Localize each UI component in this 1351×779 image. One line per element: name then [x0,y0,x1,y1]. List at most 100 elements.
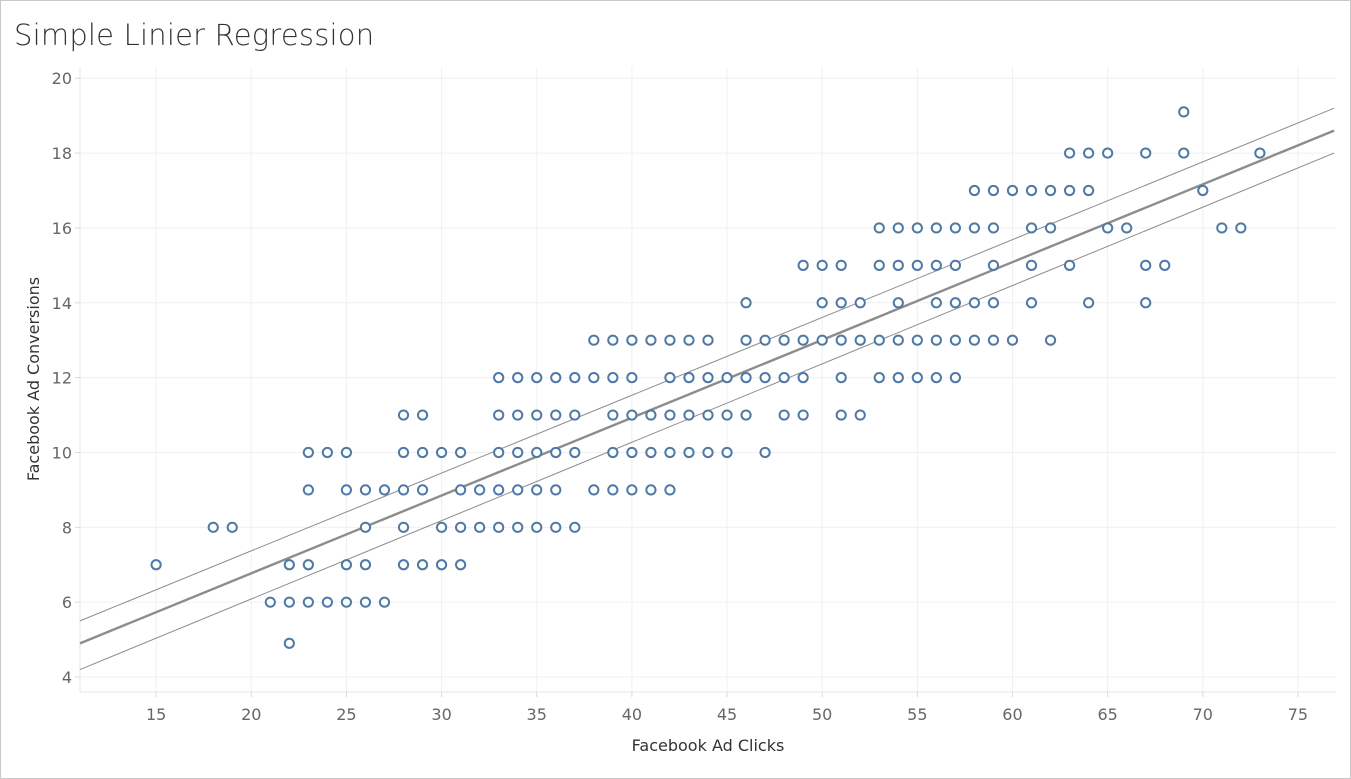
data-point [873,259,885,271]
data-point [512,372,524,384]
data-point [569,409,581,421]
data-point [569,446,581,459]
data-point [435,446,448,459]
data-point [1197,184,1209,197]
data-point [588,484,600,496]
data-point [588,334,600,346]
x-tick-label: 60 [1002,705,1022,724]
data-point [778,334,790,346]
data-point [721,372,733,384]
data-point [378,596,391,608]
data-point [493,521,505,533]
data-point [321,446,333,459]
data-point [987,259,1000,271]
data-point [1254,147,1266,159]
y-tick-label: 6 [62,593,72,612]
data-point [645,484,657,496]
data-point [1063,184,1076,197]
data-point [1044,222,1057,234]
x-tick-label: 30 [431,705,451,724]
data-point [645,334,657,346]
data-point [626,334,638,346]
data-point [949,372,961,384]
data-point [550,409,562,421]
data-point [930,297,942,309]
data-point [1044,184,1057,197]
data-point [626,372,638,384]
data-point [930,334,942,346]
data-point [226,521,238,533]
data-point [340,559,353,571]
data-point [359,596,372,608]
data-point [340,484,353,496]
data-point [759,334,771,346]
x-tick-label: 40 [622,705,642,724]
data-point [702,334,714,346]
chart-title: Simple Linier Regression [14,18,375,52]
data-point [397,409,410,421]
data-point [150,559,162,571]
data-point [835,259,847,271]
data-point [949,222,961,234]
data-point [359,484,372,496]
x-tick-label: 20 [241,705,261,724]
data-point [930,259,942,271]
data-point [474,521,486,533]
data-point [531,446,543,459]
trend-upper-band [79,107,1335,622]
data-point [816,259,828,271]
data-point [1025,297,1038,309]
data-point [1025,259,1038,271]
data-point [1025,222,1038,234]
data-point [626,409,638,421]
data-point [854,334,866,346]
data-point [702,409,714,421]
data-point [797,259,809,271]
data-point [607,334,619,346]
data-point [378,484,391,496]
x-tick-label: 65 [1097,705,1117,724]
y-tick-label: 4 [62,668,72,687]
data-point [702,446,714,459]
data-point [987,222,1000,234]
data-point [664,409,676,421]
x-tick-label: 70 [1193,705,1213,724]
data-point [1083,147,1095,159]
data-point [455,521,467,533]
x-tick-label: 55 [907,705,927,724]
data-point [816,334,828,346]
data-point [740,372,752,384]
data-point [569,521,581,533]
data-point [702,372,714,384]
x-tick-label: 35 [527,705,547,724]
x-tick-label: 45 [717,705,737,724]
data-point [873,222,885,234]
data-point [930,372,942,384]
data-point [588,372,600,384]
data-point [1044,334,1057,346]
data-point [683,334,695,346]
data-point [455,446,467,459]
data-point [1063,259,1076,271]
data-point [721,409,733,421]
data-point [1102,147,1114,159]
data-point [664,446,676,459]
data-point [721,446,733,459]
data-point [531,372,543,384]
data-point [873,372,885,384]
y-tick-label: 18 [52,144,72,163]
data-point [302,559,314,571]
y-tick-label: 12 [52,369,72,388]
data-point [892,372,904,384]
data-point [911,334,923,346]
data-point [531,409,543,421]
data-point [968,334,981,346]
y-axis-title: Facebook Ad Conversions [24,277,43,481]
data-point [340,596,353,608]
data-point [607,446,619,459]
data-point [397,559,410,571]
data-point [1083,297,1095,309]
data-point [512,446,524,459]
data-point [892,334,904,346]
